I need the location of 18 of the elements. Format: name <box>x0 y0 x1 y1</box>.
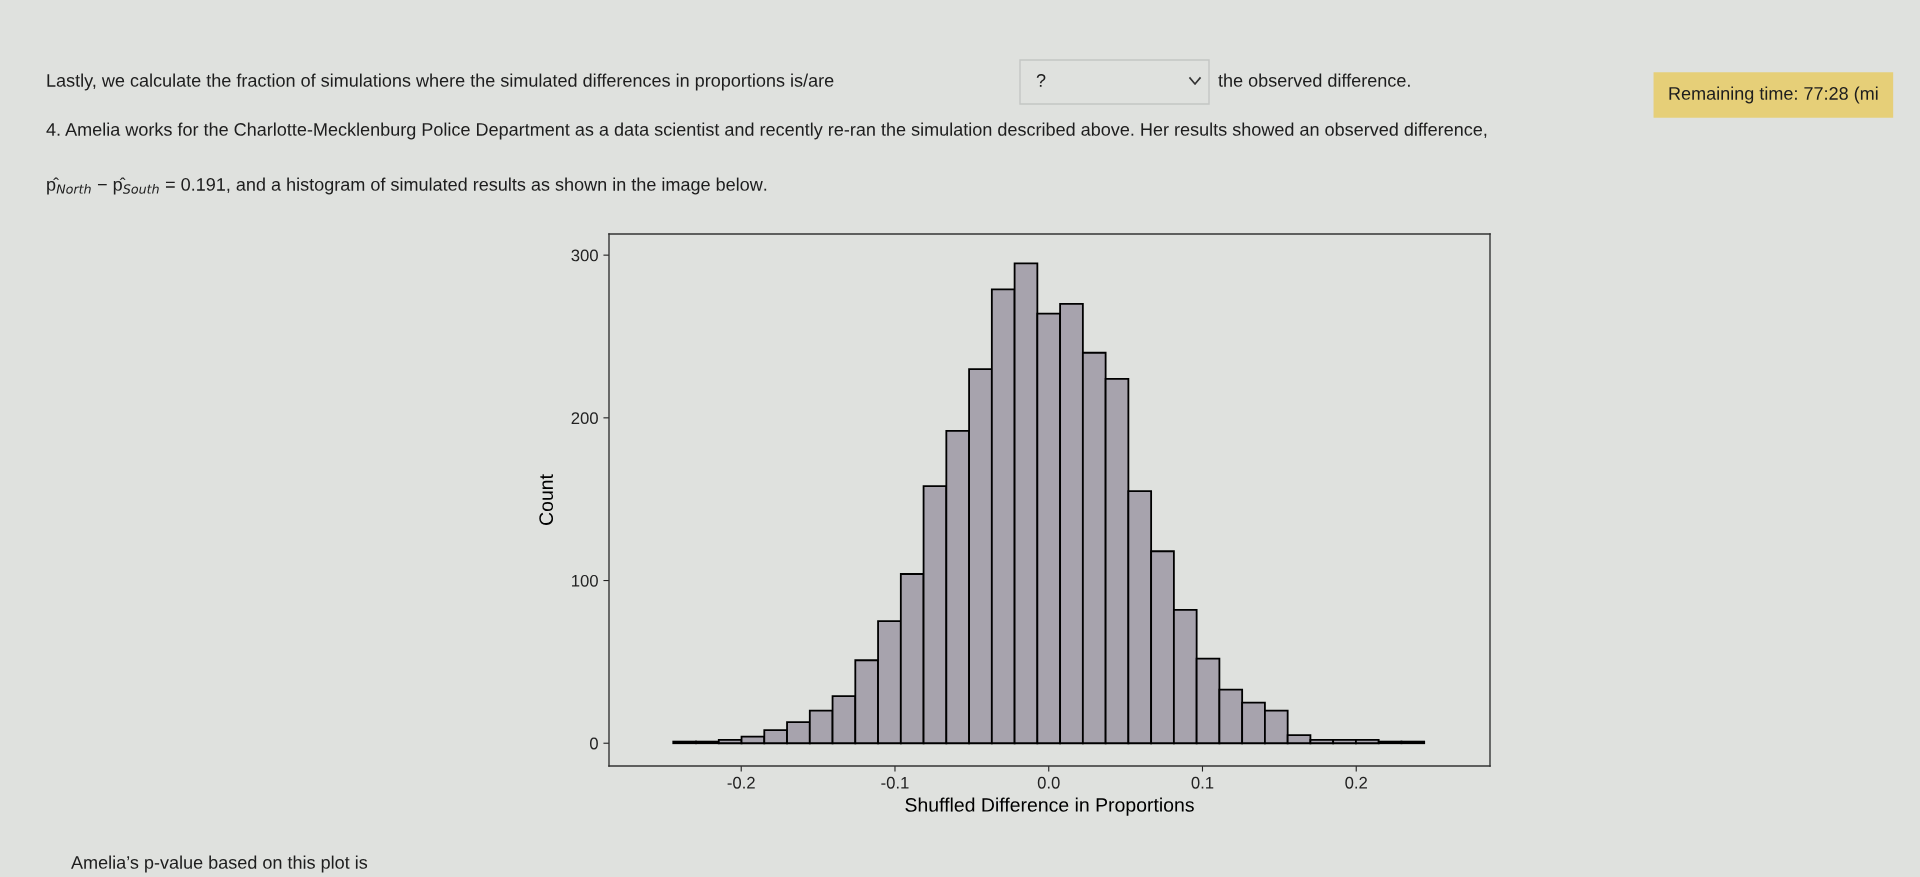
text: p̂$_{North}$ − p̂$_{South}$ = 0.191, and a histogram of simulated results as shown in the image below. <box>47 177 767 195</box>
x-tick-label: -0.2 <box>727 776 755 789</box>
y-tick-label: 200 <box>571 412 598 425</box>
x-axis-title: Shuffled Difference in Proportions <box>905 797 1194 816</box>
text: the observed difference. <box>1218 73 1410 87</box>
text: Amelia’s p-value based on this plot is <box>71 855 368 873</box>
text: Remaining time: 77:28 (mi <box>1669 86 1878 104</box>
text: 4. Amelia works for the Charlotte-Mecklenburg Police Department as a data scientist and recently re-ran the simulation described above. Her results showed an observed difference, <box>46 122 1487 140</box>
text: ? <box>1036 74 1046 87</box>
text: Lastly, we calculate the fraction of simulations where the simulated differences in proportions is/are <box>47 73 834 91</box>
x-tick-label: 0.1 <box>1191 776 1214 789</box>
y-tick-label: 100 <box>572 574 598 587</box>
x-tick-label: 0.2 <box>1345 776 1367 789</box>
y-tick-label: 0 <box>589 737 598 750</box>
y-tick-label: 300 <box>571 249 598 262</box>
y-axis-title: Count <box>539 474 554 525</box>
x-tick-label: -0.1 <box>881 776 909 789</box>
x-tick-label: 0.0 <box>1037 776 1060 789</box>
